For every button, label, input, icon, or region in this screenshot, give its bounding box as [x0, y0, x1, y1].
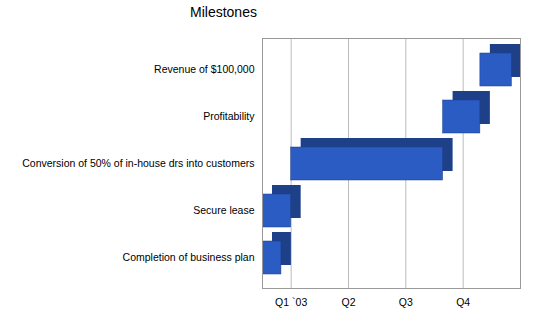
svg-text:Conversion of 50% of in-house: Conversion of 50% of in-house drs into c… [22, 157, 254, 169]
svg-text:Q3: Q3 [399, 296, 413, 308]
svg-text:Completion of business plan: Completion of business plan [123, 251, 255, 263]
svg-text:Q2: Q2 [341, 296, 355, 308]
svg-text:Secure lease: Secure lease [193, 204, 254, 216]
svg-text:Q4: Q4 [456, 296, 470, 308]
html-text:Milestones: Milestones [190, 4, 257, 20]
svg-text:Revenue of $100,000: Revenue of $100,000 [154, 63, 255, 75]
svg-text:Q1 `03: Q1 `03 [275, 296, 307, 308]
svg-text:Profitability: Profitability [203, 110, 255, 122]
